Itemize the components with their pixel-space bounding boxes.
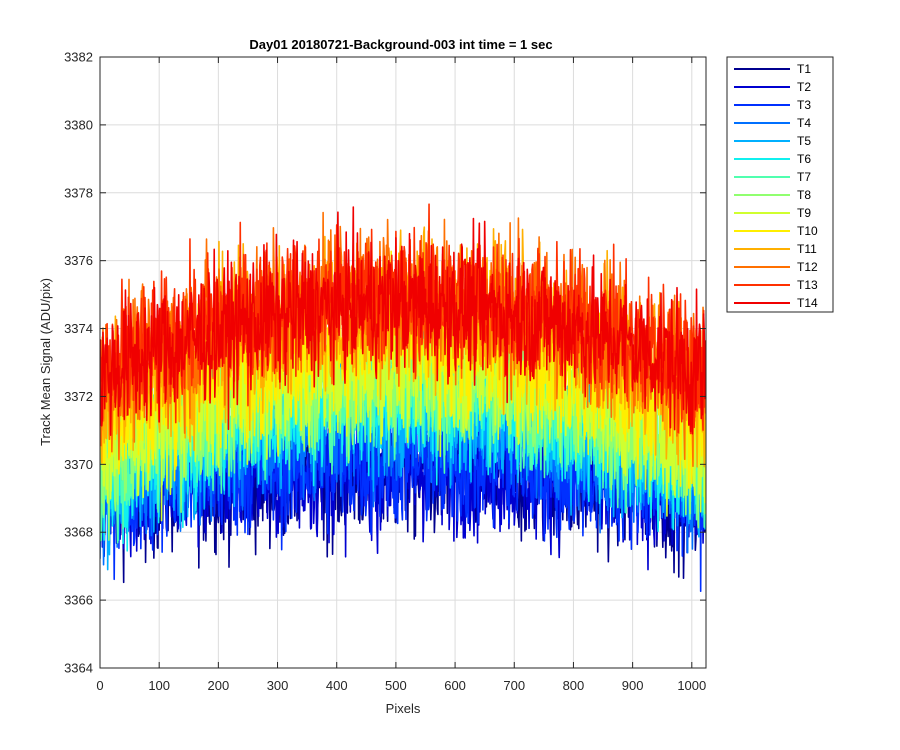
- x-tick-label: 100: [148, 678, 170, 693]
- y-tick-label: 3376: [64, 253, 93, 268]
- x-tick-label: 300: [267, 678, 289, 693]
- y-tick-label: 3366: [64, 593, 93, 608]
- legend-label-t7: T7: [797, 170, 811, 184]
- y-axis-label: Track Mean Signal (ADU/pix): [38, 278, 53, 446]
- y-tick-label: 3378: [64, 185, 93, 200]
- legend-label-t13: T13: [797, 278, 818, 292]
- x-tick-label: 600: [444, 678, 466, 693]
- legend: T1 T2 T3 T4 T5 T6 T7 T8 T9 T10 T11 T12 T13 T14: [726, 56, 834, 313]
- legend-label-t5: T5: [797, 134, 811, 148]
- x-tick-label: 500: [385, 678, 407, 693]
- y-tick-label: 3370: [64, 457, 93, 472]
- y-tick-label: 3368: [64, 525, 93, 540]
- legend-label-t4: T4: [797, 116, 811, 130]
- axes-box: [99, 56, 707, 669]
- legend-label-t1: T1: [797, 62, 811, 76]
- x-tick-label: 1000: [677, 678, 706, 693]
- chart-title: Day01 20180721-Background-003 int time =…: [249, 37, 552, 52]
- y-tick-label: 3382: [64, 50, 93, 65]
- x-tick-label: 800: [563, 678, 585, 693]
- legend-label-t10: T10: [797, 224, 818, 238]
- x-tick-label: 700: [503, 678, 525, 693]
- y-tick-label: 3372: [64, 389, 93, 404]
- legend-box: [726, 56, 834, 313]
- x-tick-label: 400: [326, 678, 348, 693]
- legend-label-t12: T12: [797, 260, 818, 274]
- x-tick-label: 0: [96, 678, 103, 693]
- legend-label-t6: T6: [797, 152, 811, 166]
- legend-label-t2: T2: [797, 80, 811, 94]
- series-line-t14: [100, 206, 706, 436]
- legend-label-t14: T14: [797, 296, 818, 310]
- legend-label-t11: T11: [797, 242, 817, 256]
- x-axis-label: Pixels: [386, 701, 421, 716]
- series-group: [100, 203, 706, 593]
- y-tick-label: 3380: [64, 117, 93, 132]
- ticks: 0 100 200 300 400 500 600 700 800 900 1000 3364 3366…: [64, 50, 706, 694]
- y-tick-label: 3364: [64, 661, 93, 676]
- legend-label-t8: T8: [797, 188, 811, 202]
- x-tick-label: 200: [208, 678, 230, 693]
- y-tick-label: 3374: [64, 321, 93, 336]
- legend-label-t3: T3: [797, 98, 811, 112]
- x-tick-label: 900: [622, 678, 644, 693]
- legend-label-t9: T9: [797, 206, 811, 220]
